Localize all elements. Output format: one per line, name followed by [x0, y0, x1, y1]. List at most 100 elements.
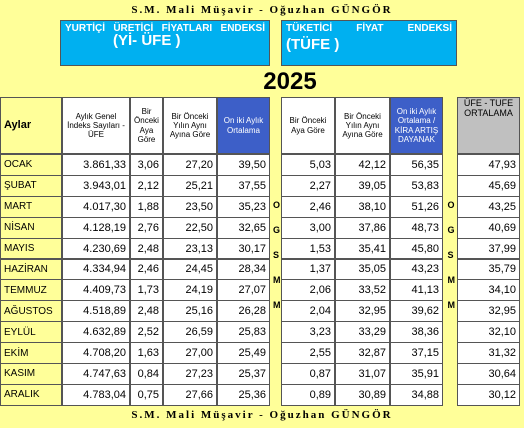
value-cell: 4.230,69: [62, 237, 130, 260]
value-cell: 4.747,63: [62, 363, 130, 385]
value-cell: 37,86: [335, 216, 390, 239]
value-cell: 0,89: [281, 383, 335, 406]
month-label: KASIM: [0, 363, 62, 385]
value-cell: 32,10: [457, 321, 520, 344]
value-cell: 45,69: [457, 174, 520, 197]
value-cell: 2,52: [130, 321, 163, 344]
column-header: Bir Önceki Aya Göre: [130, 97, 163, 154]
month-label: EYLÜL: [0, 321, 62, 344]
month-label: OCAK: [0, 154, 62, 176]
month-label: TEMMUZ: [0, 279, 62, 302]
value-cell: 53,83: [390, 174, 443, 197]
value-cell: 4.632,89: [62, 321, 130, 344]
value-cell: 0,75: [130, 383, 163, 406]
value-cell: 1,73: [130, 279, 163, 302]
value-cell: 0,84: [130, 363, 163, 385]
value-cell: 2,06: [281, 279, 335, 302]
value-cell: 38,36: [390, 321, 443, 344]
value-cell: 31,32: [457, 342, 520, 364]
value-cell: 2,46: [281, 195, 335, 218]
ufe-short: (Yİ- ÜFE ): [113, 32, 181, 49]
value-cell: 25,37: [217, 363, 270, 385]
value-cell: 3,06: [130, 154, 163, 176]
value-cell: 35,41: [335, 237, 390, 260]
value-cell: 26,59: [163, 321, 217, 344]
value-cell: 51,26: [390, 195, 443, 218]
value-cell: 4.783,04: [62, 383, 130, 406]
value-cell: 2,55: [281, 342, 335, 364]
footer-title: S.M. Mali Müşavir - Oğuzhan GÜNGÖR: [131, 409, 393, 421]
column-header: Aylık Genel İndeks Sayıları - ÜFE: [62, 97, 130, 154]
month-label: ŞUBAT: [0, 174, 62, 197]
value-cell: 28,34: [217, 258, 270, 281]
value-cell: 25,83: [217, 321, 270, 344]
value-cell: 48,73: [390, 216, 443, 239]
value-cell: 25,36: [217, 383, 270, 406]
value-cell: 2,04: [281, 300, 335, 323]
value-cell: 4.334,94: [62, 258, 130, 281]
value-cell: 2,27: [281, 174, 335, 197]
value-cell: 30,89: [335, 383, 390, 406]
column-header: Bir Önceki Yılın Aynı Ayına Göre: [335, 97, 390, 154]
value-cell: 23,13: [163, 237, 217, 260]
column-header: On iki Aylık Ortalama: [217, 97, 270, 154]
value-cell: 24,19: [163, 279, 217, 302]
value-cell: 30,64: [457, 363, 520, 385]
value-cell: 41,13: [390, 279, 443, 302]
value-cell: 32,65: [217, 216, 270, 239]
value-cell: 5,03: [281, 154, 335, 176]
value-cell: 39,50: [217, 154, 270, 176]
value-cell: 39,62: [390, 300, 443, 323]
value-cell: 22,50: [163, 216, 217, 239]
column-header: Bir Önceki Aya Göre: [281, 97, 335, 154]
month-label: HAZİRAN: [0, 258, 62, 281]
value-cell: 2,76: [130, 216, 163, 239]
value-cell: 47,93: [457, 154, 520, 176]
value-cell: 4.128,19: [62, 216, 130, 239]
value-cell: 23,50: [163, 195, 217, 218]
value-cell: 45,80: [390, 237, 443, 260]
value-cell: 35,79: [457, 258, 520, 281]
value-cell: 37,15: [390, 342, 443, 364]
value-cell: 27,23: [163, 363, 217, 385]
month-label: NİSAN: [0, 216, 62, 239]
tufe-short: (TÜFE ): [286, 36, 340, 53]
value-cell: 2,46: [130, 258, 163, 281]
value-cell: 38,10: [335, 195, 390, 218]
value-cell: 35,23: [217, 195, 270, 218]
value-cell: 26,28: [217, 300, 270, 323]
value-cell: 31,07: [335, 363, 390, 385]
value-cell: 34,10: [457, 279, 520, 302]
month-label: MART: [0, 195, 62, 218]
ufe-title: YURTİÇİ ÜRETİCİ FİYATLARI ENDEKSİ: [65, 23, 265, 34]
value-cell: 25,16: [163, 300, 217, 323]
value-cell: 40,69: [457, 216, 520, 239]
value-cell: 4.409,73: [62, 279, 130, 302]
separator: OGSMM: [443, 180, 457, 330]
tufe-title: TÜKETİCİ FİYAT ENDEKSİ: [286, 23, 452, 34]
value-cell: 1,53: [281, 237, 335, 260]
value-cell: 27,20: [163, 154, 217, 176]
value-cell: 43,25: [457, 195, 520, 218]
value-cell: 3,23: [281, 321, 335, 344]
value-cell: 37,55: [217, 174, 270, 197]
value-cell: 4.708,20: [62, 342, 130, 364]
value-cell: 1,63: [130, 342, 163, 364]
value-cell: 32,95: [457, 300, 520, 323]
month-label: AĞUSTOS: [0, 300, 62, 323]
value-cell: 33,52: [335, 279, 390, 302]
header-title: S.M. Mali Müşavir - Oğuzhan GÜNGÖR: [131, 4, 393, 16]
value-cell: 35,05: [335, 258, 390, 281]
value-cell: 3.861,33: [62, 154, 130, 176]
value-cell: 4.017,30: [62, 195, 130, 218]
value-cell: 25,49: [217, 342, 270, 364]
separator: OGSMM: [270, 180, 281, 330]
value-cell: 24,45: [163, 258, 217, 281]
value-cell: 2,48: [130, 237, 163, 260]
value-cell: 32,87: [335, 342, 390, 364]
month-label: ARALIK: [0, 383, 62, 406]
value-cell: 35,91: [390, 363, 443, 385]
value-cell: 37,99: [457, 237, 520, 260]
value-cell: 33,29: [335, 321, 390, 344]
